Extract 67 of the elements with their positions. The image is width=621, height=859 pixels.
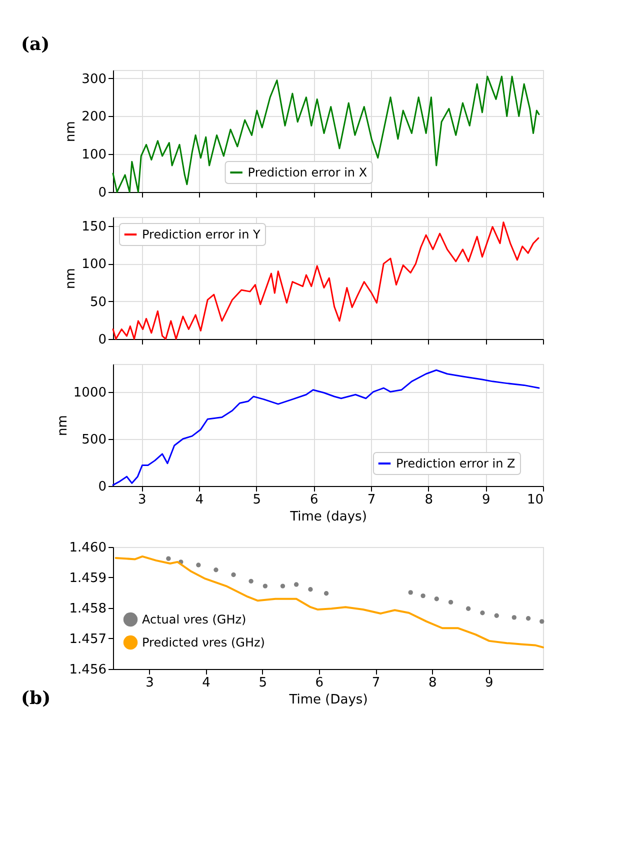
legend-label: Predicted νres (GHz) — [142, 636, 265, 650]
point — [512, 615, 516, 620]
point — [434, 596, 439, 602]
y-tick-label: 1.458 — [69, 602, 106, 616]
y-tick-label: 100 — [82, 257, 106, 272]
point — [420, 593, 426, 598]
y-tick-label: 1.456 — [69, 662, 106, 678]
y-tick-label: 1000 — [73, 385, 106, 400]
y-axis-title: nm — [55, 415, 70, 436]
y-tick-label: 1.460 — [69, 540, 106, 556]
y-tick-label: 500 — [82, 432, 106, 448]
line-series — [112, 222, 540, 340]
point — [494, 613, 499, 618]
point — [526, 616, 531, 621]
x-tick-label: 8 — [424, 492, 433, 508]
x-tick-label: 9 — [482, 492, 490, 508]
legend-label: Prediction error in Z — [396, 456, 516, 470]
x-tick-label: 6 — [315, 676, 324, 690]
y-tick-label: 0 — [98, 332, 106, 348]
x-tick-label: 10 — [526, 492, 544, 508]
y-tick-label: 0 — [98, 186, 106, 200]
line-series — [114, 555, 544, 648]
text: (b) — [21, 688, 51, 709]
y-tick-label: 0 — [98, 480, 106, 494]
point — [466, 606, 471, 611]
y-axis-title: nm — [64, 121, 79, 142]
x-tick-label: 7 — [367, 492, 376, 508]
point — [324, 591, 329, 596]
point — [214, 568, 218, 572]
legend-label: Prediction error in X — [248, 166, 368, 180]
legend-label: Actual νres (GHz) — [142, 612, 246, 626]
point — [448, 600, 454, 605]
point — [408, 590, 413, 595]
point — [196, 562, 201, 568]
x-tick-label: 5 — [258, 676, 268, 690]
x-tick-label: 4 — [195, 492, 204, 508]
point — [480, 610, 485, 616]
x-tick-label: 3 — [138, 492, 146, 508]
x-tick-label: 5 — [252, 492, 261, 508]
y-tick-label: 1.459 — [69, 571, 106, 586]
point — [540, 619, 544, 624]
point — [308, 587, 313, 592]
point — [262, 584, 268, 588]
legend-label: Prediction error in Y — [142, 228, 262, 242]
line-series — [112, 76, 540, 193]
x-axis-title: Time (Days) — [288, 692, 368, 708]
point — [248, 578, 254, 584]
y-tick-label: 150 — [82, 220, 106, 235]
point — [294, 582, 299, 587]
x-tick-label: 4 — [202, 676, 210, 690]
x-tick-label: 3 — [146, 676, 154, 690]
y-tick-label: 300 — [82, 72, 106, 87]
x-tick-label: 9 — [485, 676, 494, 690]
point — [166, 556, 171, 561]
x-tick-label: 8 — [428, 676, 437, 690]
x-tick-label: 6 — [310, 492, 318, 508]
y-tick-label: 50 — [90, 294, 106, 310]
point — [280, 584, 286, 588]
y-axis-title: nm — [64, 268, 79, 289]
point — [231, 572, 236, 578]
x-tick-label: 7 — [372, 676, 380, 690]
x-axis-title: Time (days) — [289, 510, 367, 524]
text: (a) — [21, 34, 50, 55]
y-tick-label: 100 — [82, 148, 106, 163]
line-series — [112, 369, 540, 486]
y-tick-label: 200 — [82, 110, 106, 125]
y-tick-label: 1.457 — [69, 632, 106, 647]
